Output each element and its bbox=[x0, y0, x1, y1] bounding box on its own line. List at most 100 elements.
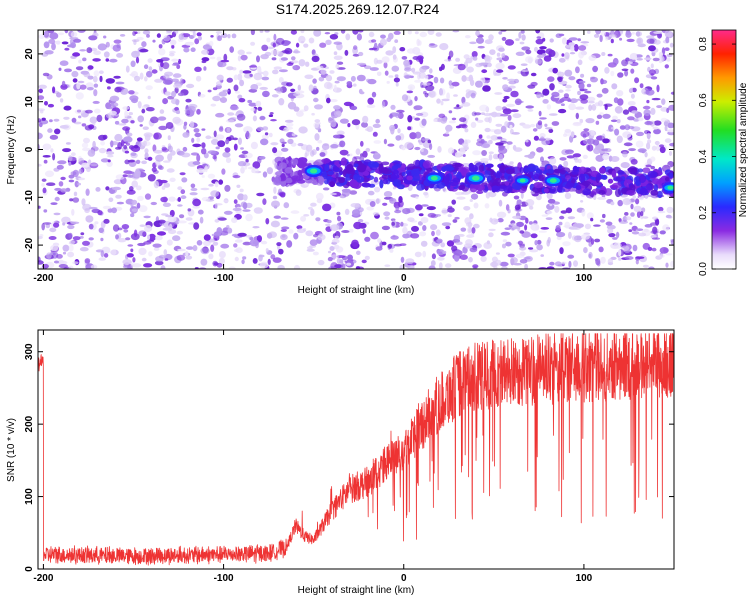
spectrogram-cell bbox=[313, 85, 317, 90]
spectrogram-ytick-label: 20 bbox=[24, 48, 35, 60]
spectrogram-cell bbox=[280, 217, 289, 220]
spectrogram-cell bbox=[62, 251, 67, 255]
spectrogram-cell bbox=[177, 220, 187, 224]
spectrogram-cell bbox=[105, 186, 110, 191]
spectrogram-cell bbox=[256, 192, 265, 197]
spectrogram-cell bbox=[122, 259, 132, 265]
spectrogram-cell bbox=[116, 86, 125, 90]
spectrogram-cell bbox=[180, 189, 186, 195]
spectrogram-cell bbox=[502, 239, 508, 243]
spectrogram-cell bbox=[102, 134, 108, 140]
spectrogram-cell bbox=[269, 112, 274, 115]
spectrogram-cell bbox=[539, 46, 547, 50]
colorbar-gradient bbox=[711, 29, 737, 270]
spectrogram-cell bbox=[619, 37, 623, 41]
spectrogram-cell bbox=[298, 126, 308, 134]
spectrogram-cell bbox=[77, 182, 81, 186]
spectrogram-band-cell bbox=[406, 175, 413, 181]
spectrogram-cell bbox=[250, 41, 256, 46]
spectrogram-cell bbox=[635, 228, 644, 231]
spectrogram-cell bbox=[588, 55, 597, 61]
spectrogram-cell bbox=[448, 80, 453, 86]
spectrogram-band-cell bbox=[485, 163, 494, 168]
spectrogram-cell bbox=[519, 259, 528, 264]
spectrogram-cell bbox=[608, 124, 614, 132]
spectrogram-cell bbox=[386, 37, 392, 42]
spectrogram-cell bbox=[615, 33, 622, 37]
spectrogram-cell bbox=[270, 142, 279, 146]
spectrogram-cell bbox=[224, 147, 231, 153]
spectrogram-cell bbox=[630, 212, 635, 217]
spectrogram-cell bbox=[218, 126, 224, 132]
spectrogram-band-cell bbox=[382, 178, 389, 185]
spectrogram-cell bbox=[145, 107, 155, 112]
spectrogram-cell bbox=[362, 228, 366, 234]
spectrogram-cell bbox=[404, 141, 414, 149]
spectrogram-cell bbox=[538, 230, 548, 233]
spectrogram-cell bbox=[237, 49, 245, 56]
spectrogram-cell bbox=[536, 239, 542, 245]
spectrogram-cell bbox=[248, 236, 254, 241]
spectrogram-cell bbox=[262, 126, 269, 131]
spectrogram-cell bbox=[38, 122, 43, 128]
spectrogram-cell bbox=[510, 109, 519, 113]
spectrogram-cell bbox=[509, 124, 513, 129]
spectrogram-cell bbox=[646, 142, 651, 150]
spectrogram-cell bbox=[141, 257, 147, 262]
spectrogram-band-cell bbox=[444, 166, 455, 171]
spectrogram-cell bbox=[333, 41, 343, 45]
spectrogram-cell bbox=[475, 117, 479, 121]
spectrogram-cell bbox=[471, 51, 478, 58]
spectrogram-cell bbox=[364, 236, 371, 242]
spectrogram-cell bbox=[305, 61, 310, 67]
spectrogram-cell bbox=[389, 113, 393, 119]
spectrogram-cell bbox=[644, 57, 652, 61]
spectrogram-cell bbox=[164, 258, 169, 261]
spectrogram-cell bbox=[79, 84, 87, 90]
spectrogram-cell bbox=[358, 51, 364, 57]
spectrogram-cell bbox=[580, 200, 584, 203]
spectrogram-cell bbox=[535, 38, 544, 45]
spectrogram-cell bbox=[558, 221, 563, 226]
spectrogram-cell bbox=[614, 128, 620, 136]
spectrogram-cell bbox=[112, 44, 122, 52]
spectrogram-cell bbox=[485, 192, 491, 199]
spectrogram-cell bbox=[65, 142, 71, 145]
spectrogram-cell bbox=[111, 207, 117, 214]
spectrogram-cell bbox=[395, 135, 402, 141]
spectrogram-cell bbox=[587, 144, 594, 152]
spectrogram-cell bbox=[371, 91, 377, 98]
spectrogram-cell bbox=[218, 251, 226, 259]
spectrogram-cell bbox=[272, 42, 276, 48]
spectrogram-cell bbox=[82, 57, 87, 62]
spectrogram-band-cell bbox=[373, 176, 379, 183]
spectrogram-cell bbox=[336, 130, 345, 136]
spectrogram-cell bbox=[483, 55, 493, 61]
spectrogram-cell bbox=[542, 88, 550, 96]
spectrogram-cell bbox=[496, 52, 501, 57]
spectrogram-cell bbox=[329, 34, 339, 40]
spectrogram-cell bbox=[246, 130, 250, 138]
spectrogram-band-cell bbox=[422, 160, 432, 169]
spectrogram-band-cell bbox=[647, 170, 658, 178]
spectrogram-cell bbox=[164, 77, 174, 85]
spectrogram-cell bbox=[545, 127, 553, 130]
spectrogram-cell bbox=[270, 119, 277, 122]
spectrogram-cell bbox=[371, 47, 378, 50]
spectrogram-cell bbox=[459, 117, 467, 123]
colorbar-tick-label: 0.2 bbox=[698, 205, 709, 219]
spectrogram-band-cell bbox=[538, 174, 546, 181]
spectrogram-cell bbox=[519, 246, 527, 251]
spectrogram-cell bbox=[495, 105, 503, 112]
spectrogram-cell bbox=[157, 116, 167, 121]
spectrogram-cell bbox=[369, 67, 379, 71]
spectrogram-cell bbox=[569, 52, 576, 55]
spectrogram-cell bbox=[296, 228, 306, 234]
spectrogram-cell bbox=[622, 131, 632, 139]
spectrogram-cell bbox=[470, 193, 479, 200]
spectrogram-cell bbox=[283, 126, 294, 130]
spectrogram-cell bbox=[130, 120, 135, 124]
spectrogram-cell bbox=[209, 40, 214, 47]
spectrogram-cell bbox=[616, 90, 624, 97]
spectrogram-cell bbox=[597, 196, 607, 200]
